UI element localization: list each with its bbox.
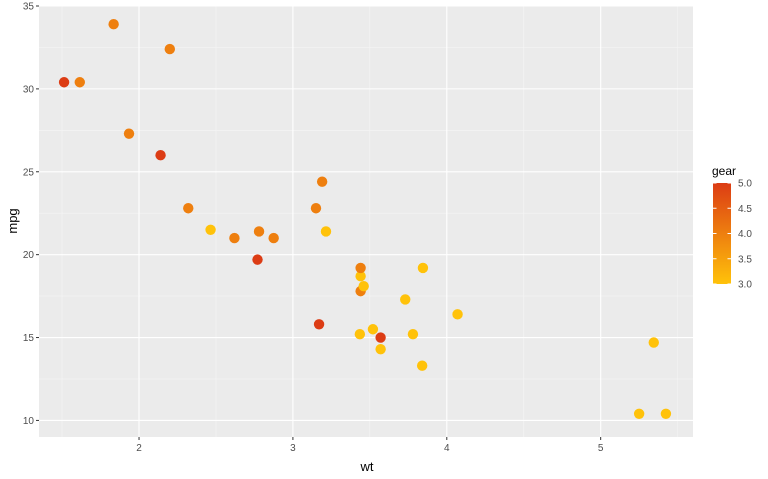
legend-label: 4.0 xyxy=(738,229,752,240)
data-point xyxy=(354,329,366,340)
data-point xyxy=(375,332,386,343)
minor-gridlines xyxy=(39,6,693,437)
y-tick-label: 30 xyxy=(23,84,35,95)
x-tick-label: 2 xyxy=(136,443,142,454)
data-point xyxy=(313,319,325,330)
data-point xyxy=(268,232,279,244)
data-point xyxy=(253,226,265,237)
legend-title: gear xyxy=(712,164,736,178)
data-point xyxy=(108,19,119,30)
data-point xyxy=(58,77,70,88)
legend-label: 3.0 xyxy=(738,280,752,291)
data-point xyxy=(400,294,411,305)
y-tick-label: 20 xyxy=(23,250,35,261)
data-point xyxy=(355,271,366,282)
data-point xyxy=(416,360,428,371)
y-axis-title: mpg xyxy=(5,208,20,233)
data-point xyxy=(74,77,85,88)
legend-label: 4.5 xyxy=(738,204,752,215)
x-tick-label: 5 xyxy=(598,443,604,454)
data-point xyxy=(320,226,332,237)
data-point xyxy=(358,280,369,292)
legend-label: 3.5 xyxy=(738,254,752,265)
plot-panel xyxy=(39,6,693,437)
data-point xyxy=(155,149,166,161)
y-tick-label: 25 xyxy=(23,167,35,178)
data-point xyxy=(310,203,322,214)
data-point xyxy=(205,224,216,235)
data-point xyxy=(452,309,463,320)
y-axis-ticks: 10 15 20 25 30 35 xyxy=(23,2,39,427)
data-point xyxy=(648,337,659,348)
data-point xyxy=(407,329,419,340)
data-point xyxy=(252,254,263,265)
x-tick-label: 4 xyxy=(444,443,450,454)
data-points xyxy=(58,19,672,419)
legend-colorbar xyxy=(713,183,731,284)
x-axis-title: wt xyxy=(360,459,374,474)
data-point xyxy=(367,324,379,335)
data-point xyxy=(633,408,645,419)
color-legend: gear 5.0 4.5 4.0 3.5 3.0 xyxy=(712,164,752,291)
legend-label: 5.0 xyxy=(738,179,752,190)
data-point xyxy=(417,262,429,274)
y-tick-label: 15 xyxy=(23,333,35,344)
data-point xyxy=(229,232,240,244)
data-point xyxy=(316,176,328,187)
data-point xyxy=(355,262,366,274)
data-point xyxy=(164,43,175,55)
data-point xyxy=(123,128,135,139)
data-point xyxy=(183,203,194,214)
x-axis-ticks: 2 3 4 5 xyxy=(136,437,604,454)
data-point xyxy=(375,343,386,355)
y-tick-label: 35 xyxy=(23,2,35,13)
x-tick-label: 3 xyxy=(290,443,296,454)
y-tick-label: 10 xyxy=(23,416,35,427)
major-gridlines xyxy=(39,5,693,437)
data-point xyxy=(660,408,672,419)
